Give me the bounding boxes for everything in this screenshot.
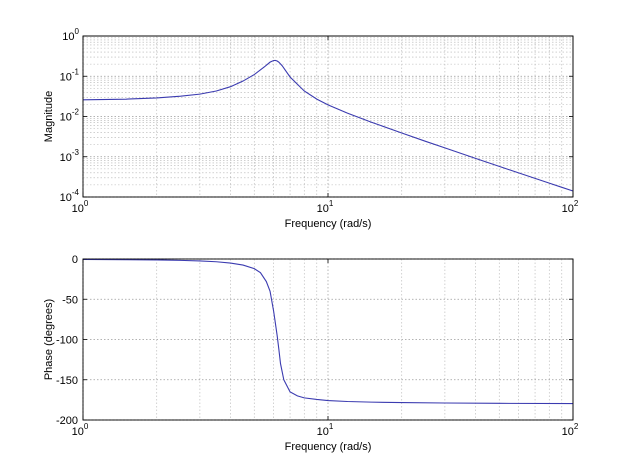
phase-y-tick-label: -150 (56, 375, 78, 387)
magnitude-y-tick-label: 100 (62, 27, 79, 43)
phase-x-tick-label: 102 (562, 422, 579, 438)
phase-x-tick-label: 101 (317, 422, 334, 438)
magnitude-y-axis-label: Magnitude (43, 91, 55, 142)
phase-y-axis-label: Phase (degrees) (43, 299, 55, 380)
phase-tick-marks (82, 258, 574, 421)
magnitude-x-tick-label: 102 (562, 199, 579, 215)
phase-chart: 100 101 102 0 -50 -100 -150 -200 Frequency (rad/… (43, 254, 579, 453)
phase-y-tick-label: -100 (56, 335, 78, 347)
magnitude-y-tick-label: 10-1 (60, 67, 80, 83)
phase-y-tick-label: 0 (72, 254, 78, 266)
magnitude-chart: 100 101 102 10-4 10-3 10-2 10-1 100 Frequency (r… (43, 27, 579, 230)
magnitude-series-line (82, 59, 574, 192)
phase-series-line (82, 258, 574, 405)
magnitude-x-tick-label: 101 (317, 199, 334, 215)
magnitude-x-axis-label: Frequency (rad/s) (285, 218, 372, 230)
magnitude-y-tick-label: 10-4 (60, 188, 80, 204)
magnitude-tick-marks (82, 35, 574, 198)
magnitude-y-tick-label: 10-2 (60, 108, 80, 124)
phase-y-tick-label: -50 (62, 294, 78, 306)
magnitude-y-tick-label: 10-3 (60, 148, 80, 164)
phase-y-tick-label: -200 (56, 415, 78, 427)
phase-x-axis-label: Frequency (rad/s) (285, 441, 372, 453)
phase-x-tick-label: 100 (72, 422, 89, 438)
magnitude-x-tick-label: 100 (72, 199, 89, 215)
magnitude-grid (82, 36, 573, 198)
